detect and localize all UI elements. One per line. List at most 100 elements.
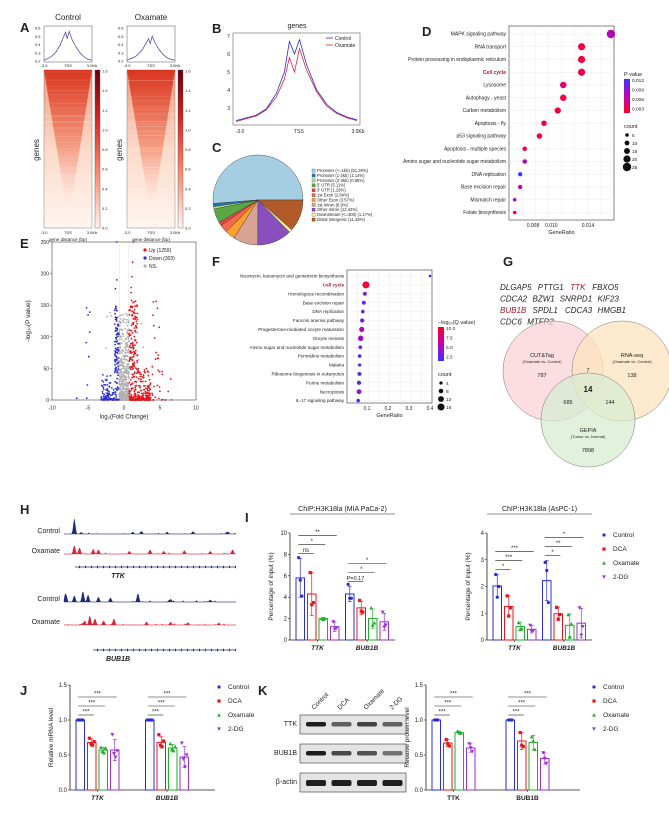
volcano-point — [143, 369, 146, 371]
volcano-point — [104, 395, 107, 398]
exon — [91, 565, 92, 569]
legend-label: 2-DG — [603, 726, 619, 733]
volcano-point — [131, 373, 134, 376]
track-locus-ttk: Control Oxamate TTK — [32, 518, 237, 580]
point-triangle-up — [217, 713, 221, 717]
volcano-point — [120, 388, 123, 391]
volcano-point — [119, 352, 121, 354]
volcano-point — [147, 386, 149, 389]
bar — [87, 741, 97, 791]
volcano-point — [114, 368, 117, 370]
volcano-point — [126, 351, 129, 354]
volcano-point — [118, 315, 121, 318]
legend-swatch — [311, 168, 316, 173]
heatmap-ylabel: genes — [32, 139, 41, 161]
significance-label: *** — [518, 701, 526, 707]
legend-label: Distal Intergenic (11.49%) — [317, 217, 365, 222]
volcano-point — [147, 374, 150, 377]
legend-swatch — [311, 183, 316, 188]
exon — [235, 648, 236, 652]
term-label: Apoptosis - multiple species — [444, 146, 506, 152]
significance-label: * — [311, 539, 314, 545]
volcano-point — [115, 318, 118, 321]
exon — [187, 648, 188, 652]
colorbar-tick: 1.4 — [102, 88, 108, 93]
point-triangle-down — [184, 753, 189, 757]
point-triangle-up — [516, 620, 521, 625]
volcano-point — [141, 380, 144, 383]
exon — [211, 648, 212, 652]
point-triangle-up — [98, 745, 103, 749]
point-circle — [543, 560, 547, 565]
legend-marker — [143, 264, 147, 268]
volcano-point — [125, 345, 127, 348]
volcano-point — [129, 350, 131, 353]
volcano-point — [122, 378, 125, 381]
point-triangle-down — [579, 633, 584, 638]
chip-bar-mia: 0 2 4 6 8 10 Percentage of input (%) ChIP:H3K18… — [268, 506, 395, 652]
significance-label: ** — [315, 530, 320, 536]
term-label: Folate biosynthesis — [463, 210, 506, 216]
volcano-point — [155, 351, 157, 354]
colorbar-tick: 1.2 — [102, 108, 108, 113]
significance-label: *** — [511, 546, 519, 552]
volcano-point — [153, 324, 155, 327]
term-label: p53 signaling pathway — [457, 134, 507, 140]
legend-label: 1st Intron (8.9%) — [317, 202, 349, 207]
ytick: 8 — [284, 552, 288, 558]
volcano-point — [116, 386, 119, 389]
volcano-point — [111, 393, 114, 396]
point-circle — [436, 718, 440, 722]
volcano-point — [161, 370, 164, 373]
volcano-point — [134, 315, 136, 318]
volcano-point — [158, 326, 161, 329]
legend-j: Control DCA Oxamate 2-DG — [217, 684, 255, 733]
bar — [443, 742, 453, 791]
size-legend-dot — [624, 148, 630, 154]
heatmap-oxamate: Oxamate 0.2 0.3 0.4 0.5 0.6 -3.0 TSS 3.0Kb 0.0 0.2… — [115, 13, 191, 242]
exon — [151, 565, 152, 569]
term-dot — [512, 210, 517, 215]
volcano-point — [117, 357, 120, 359]
volcano-point — [140, 389, 143, 392]
term-label: Malaria — [329, 363, 345, 368]
venn-set-gepia — [540, 372, 636, 468]
volcano-point — [109, 397, 112, 400]
track-label: Oxamate — [32, 619, 61, 626]
legend-label: Oxamate — [613, 560, 640, 567]
point-circle — [495, 595, 499, 599]
volcano-point — [146, 396, 149, 398]
term-label: Base excision repair — [461, 185, 506, 191]
term-dot — [541, 120, 547, 127]
point-square — [521, 745, 525, 749]
group-label: BUB1B — [156, 795, 179, 802]
volcano-point — [126, 381, 128, 384]
volcano-point — [117, 349, 120, 352]
volcano-point — [115, 336, 118, 339]
gene-name: CDCA3 — [565, 306, 593, 315]
set-subtitle: (Tumor vs. Normal) — [571, 434, 606, 439]
legend-label: 2-DG — [228, 726, 244, 733]
legend-label: NS. — [149, 264, 157, 270]
profile-line — [43, 30, 93, 61]
volcano-point — [119, 359, 121, 362]
point-square — [508, 606, 512, 610]
volcano-point — [126, 391, 129, 394]
gene-name: SNRPD1 — [560, 295, 592, 304]
legend-i: Control DCA Oxamate 2-DG — [602, 532, 640, 581]
volcano-point — [123, 340, 126, 343]
volcano-point — [85, 341, 88, 344]
volcano-point — [106, 384, 108, 386]
volcano-point — [101, 379, 103, 382]
exon — [121, 565, 122, 569]
size-legend-label: 15 — [632, 149, 638, 155]
exon — [217, 565, 218, 569]
volcano-point — [114, 306, 117, 308]
exon — [205, 648, 206, 652]
panel-label-h: H — [20, 502, 29, 517]
ytick: 3 — [481, 558, 485, 564]
size-legend-title: count — [624, 124, 638, 130]
volcano-point — [120, 395, 122, 398]
volcano-point — [134, 349, 137, 352]
volcano-point — [129, 306, 132, 309]
